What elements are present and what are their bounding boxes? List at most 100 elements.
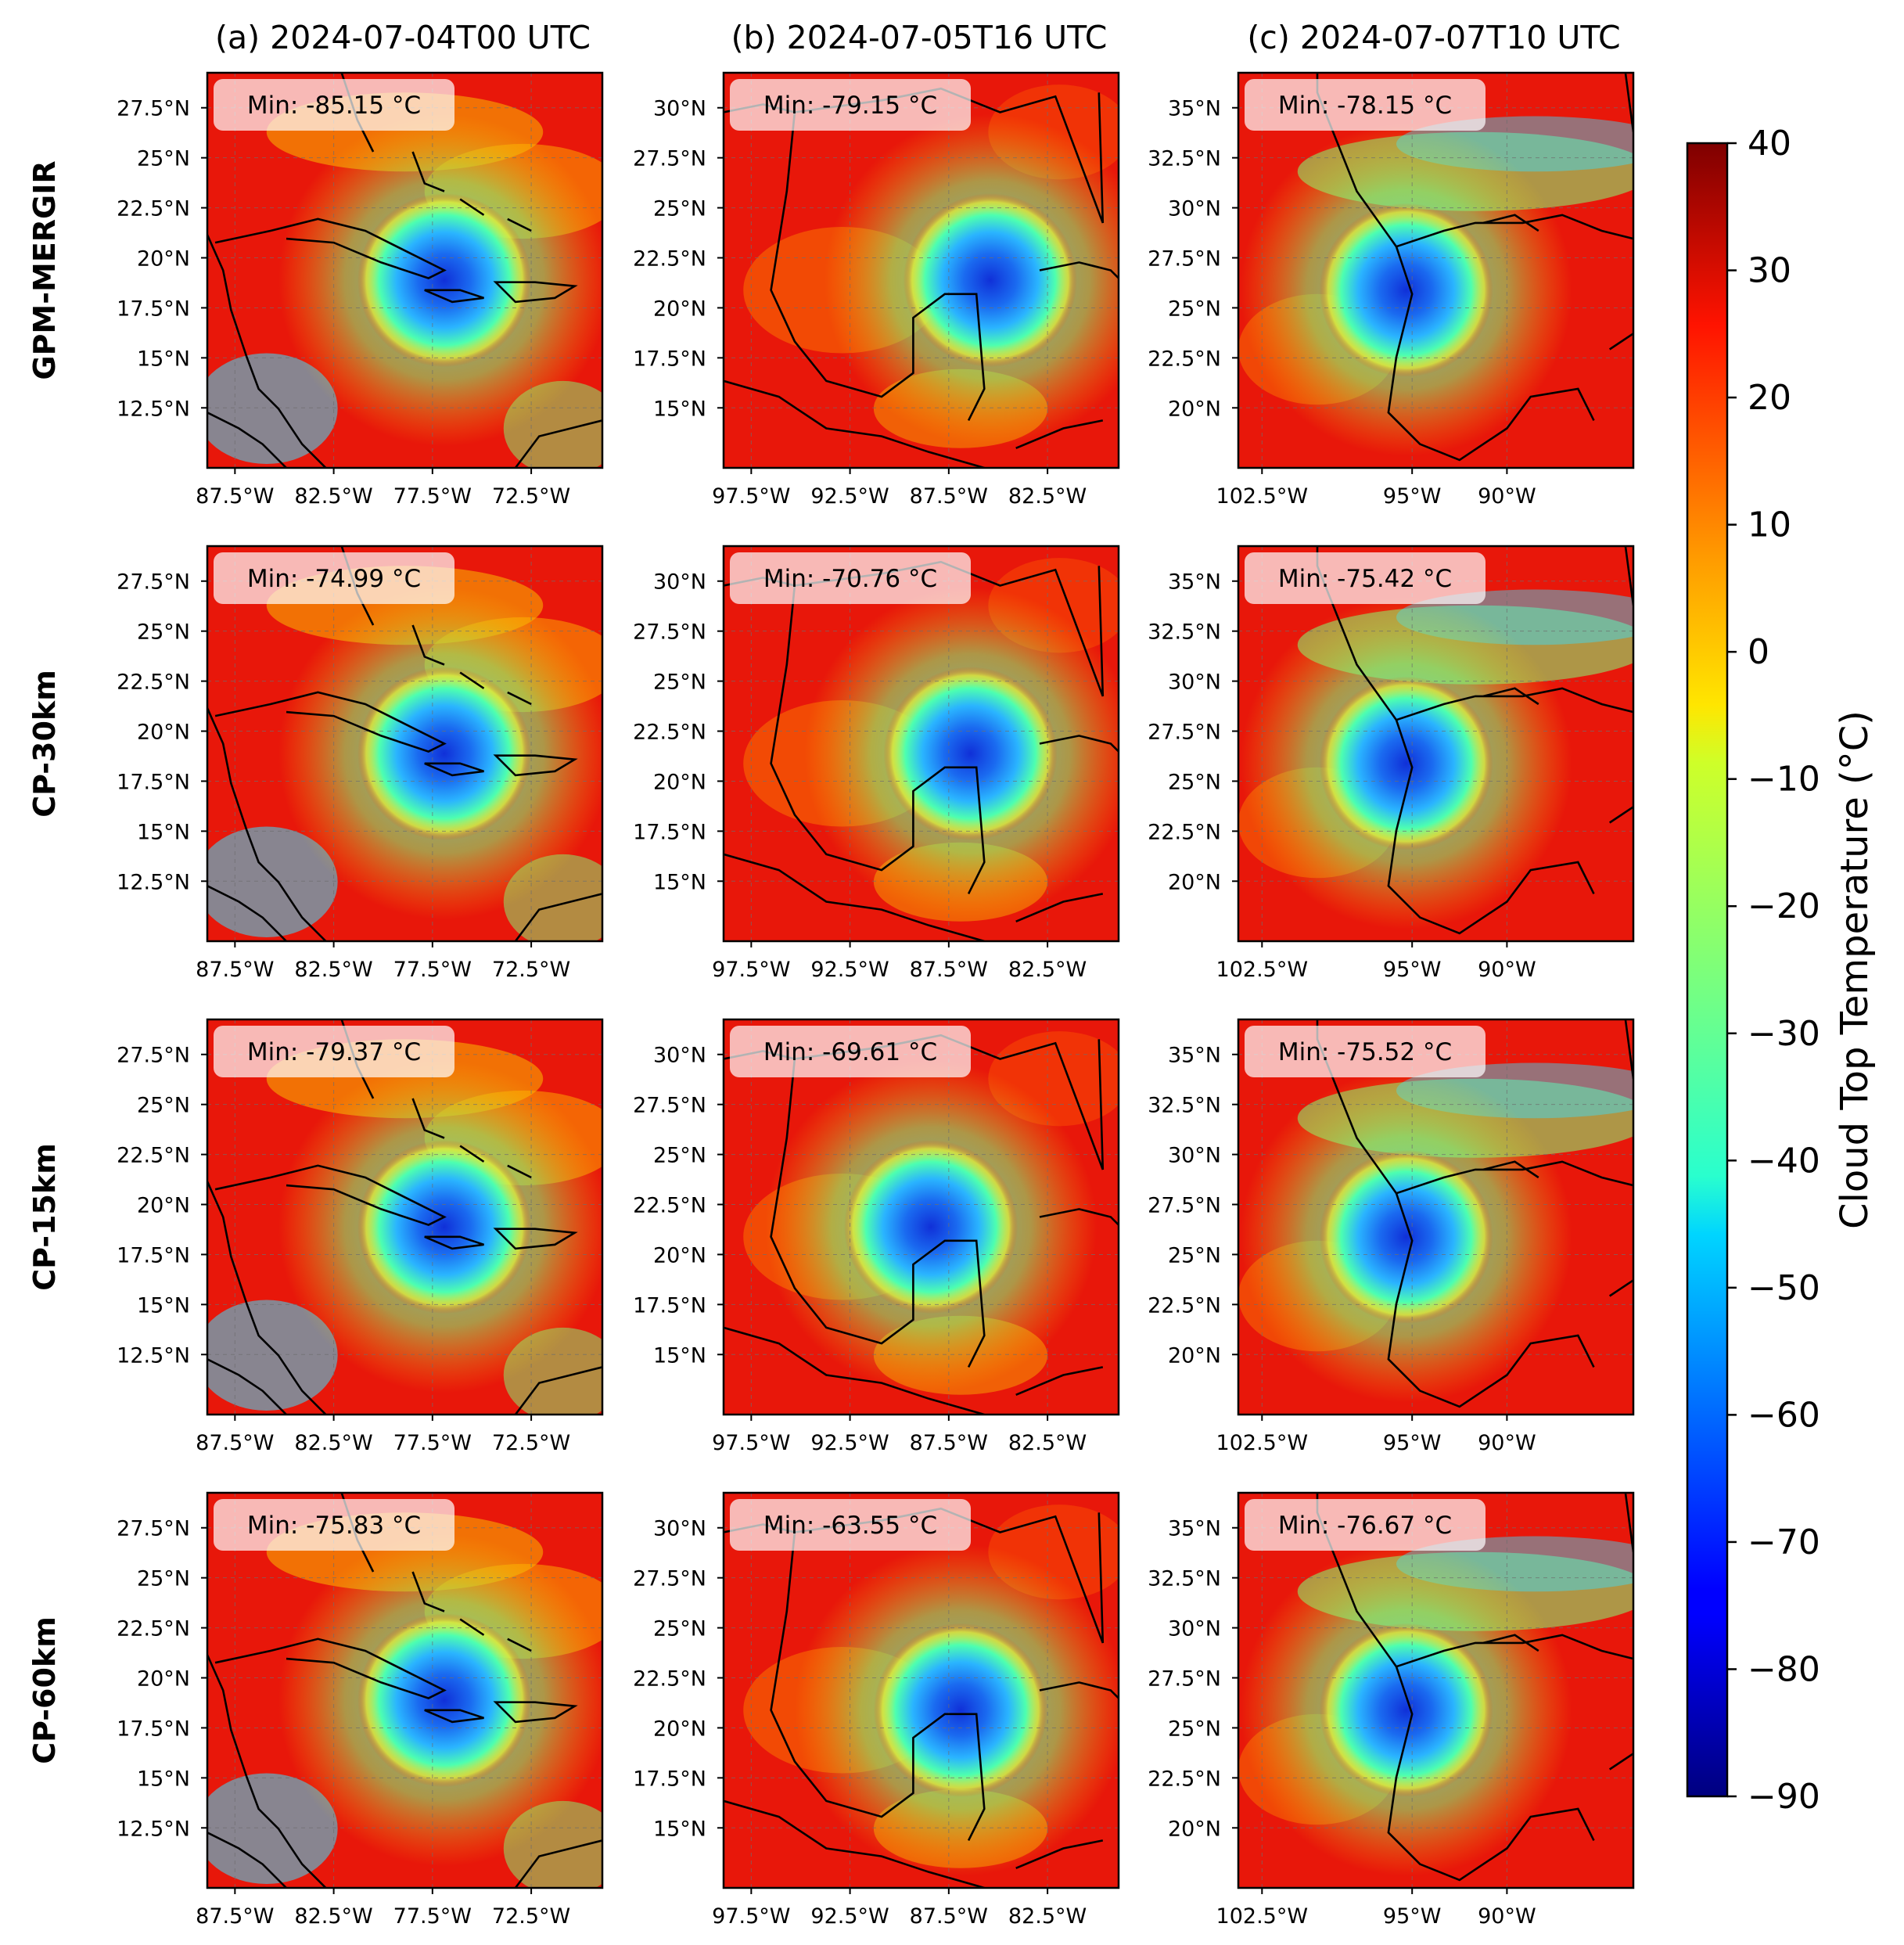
lat-tick-label: 22.5°N [633,247,706,271]
lon-tick-label: 90°W [1478,1431,1536,1455]
min-value: Min: -85.15 °C [247,92,421,120]
lat-tick-label: 17.5°N [117,297,190,321]
panel-frame [722,545,1120,943]
coastline [1396,687,1633,721]
map-panel: Min: -75.42 °C 35°N 32.5°N 30°N 27.5°N 25°N 22… [1148,545,1635,982]
lat-tick-label: 32.5°N [1148,147,1221,171]
min-box [1245,1499,1485,1551]
map-panel: Min: -69.61 °C 30°N 27.5°N 25°N 22.5°N 20°N 17… [633,1018,1120,1455]
lat-tick-label: 17.5°N [633,1293,706,1318]
lat-tick-label: 27.5°N [117,97,190,121]
coastline [1039,261,1119,279]
colorbar-tick-label: −30 [1748,1014,1820,1054]
panel-field [724,1019,1119,1415]
column-title: (b) 2024-07-05T16 UTC [731,19,1108,56]
lat-tick-label: 25°N [137,1094,190,1118]
coastline [724,379,985,468]
coastline [514,419,602,468]
min-value: Min: -79.15 °C [763,92,937,120]
lat-tick-label: 35°N [1168,1517,1221,1541]
lat-tick-label: 27.5°N [1148,1194,1221,1218]
cold-cloud-core [357,667,532,841]
coastline [424,1235,484,1250]
lat-tick-label: 20°N [137,1667,190,1692]
colorbar-tick-label: −60 [1748,1395,1820,1435]
lat-tick-label: 30°N [653,97,706,121]
coastline [411,151,532,232]
min-value: Min: -63.55 °C [763,1512,937,1540]
lon-tick-label: 95°W [1383,1904,1442,1929]
coastline [1039,1681,1119,1699]
lat-tick-label: 20°N [1168,397,1221,421]
lon-tick-label: 82.5°W [1008,484,1087,509]
min-value: Min: -78.15 °C [1278,92,1452,120]
colorbar-label: Cloud Top Temperature (°C) [1833,710,1877,1229]
cold-cloud-core [357,1613,532,1788]
lat-tick-label: 30°N [653,1044,706,1068]
lon-tick-label: 87.5°W [196,1904,274,1929]
lat-tick-label: 32.5°N [1148,620,1221,645]
coastline [1015,1839,1104,1869]
min-value: Min: -74.99 °C [247,565,421,593]
min-box [214,1499,454,1551]
map-panel: Min: -75.52 °C 35°N 32.5°N 30°N 27.5°N 25°N 22… [1148,1018,1635,1455]
colorbar-tick-label: 10 [1748,505,1791,545]
lat-tick-label: 17.5°N [117,1717,190,1741]
lat-tick-label: 30°N [653,570,706,595]
map-panel: Min: -78.15 °C 35°N 32.5°N 30°N 27.5°N 25°N 22… [1148,71,1635,509]
lon-tick-label: 87.5°W [910,484,988,509]
lat-tick-label: 27.5°N [633,620,706,645]
lat-tick-label: 15°N [137,347,190,371]
lon-tick-label: 72.5°W [492,1431,570,1455]
lat-tick-label: 25°N [653,1144,706,1168]
lat-tick-label: 35°N [1168,97,1221,121]
cold-cloud-core [883,667,1058,841]
coastline [214,1638,447,1700]
lat-tick-label: 22.5°N [117,671,190,695]
coastline [424,1709,484,1724]
lon-tick-label: 97.5°W [712,1904,790,1929]
lat-tick-label: 12.5°N [117,397,190,421]
lat-tick-label: 35°N [1168,1044,1221,1068]
lon-tick-label: 97.5°W [712,1431,790,1455]
lon-tick-label: 87.5°W [910,1431,988,1455]
lon-tick-label: 97.5°W [712,484,790,509]
coastline [207,412,287,468]
lat-tick-label: 17.5°N [633,820,706,844]
lat-tick-label: 27.5°N [117,570,190,595]
panel-field [1238,1493,1633,1888]
lon-tick-label: 92.5°W [810,958,889,982]
coastline [207,885,287,941]
lat-tick-label: 25°N [137,620,190,645]
coastline [1624,1493,1633,1552]
lon-tick-label: 87.5°W [196,1431,274,1455]
lat-tick-label: 32.5°N [1148,1567,1221,1591]
cold-cloud-core [357,193,532,368]
lat-tick-label: 25°N [653,1617,706,1641]
lon-tick-label: 92.5°W [810,1904,889,1929]
lon-tick-label: 87.5°W [910,958,988,982]
lat-tick-label: 22.5°N [1148,820,1221,844]
panel-frame [722,71,1120,469]
coastline [514,1839,602,1888]
lon-tick-label: 72.5°W [492,1904,570,1929]
coastline [724,1326,985,1415]
min-box [730,79,971,131]
panel-frame [1237,1491,1635,1889]
lat-tick-label: 15°N [653,1817,706,1841]
lat-tick-label: 27.5°N [1148,247,1221,271]
panel-field [724,1493,1119,1888]
coastline [1316,73,1595,462]
coastline [1039,735,1119,753]
map-panel: Min: -74.99 °C 27.5°N 25°N 22.5°N 20°N 17.5°N… [117,545,604,982]
min-value: Min: -79.37 °C [247,1038,421,1066]
cloud-band [207,1300,338,1411]
panel-field [207,73,602,468]
lat-tick-label: 27.5°N [117,1517,190,1541]
lat-tick-label: 15°N [653,1343,706,1368]
coastline [1624,1019,1633,1079]
lon-tick-label: 82.5°W [294,1904,372,1929]
coastline [1015,1366,1104,1396]
lat-tick-label: 22.5°N [1148,1293,1221,1318]
lat-tick-label: 25°N [137,1567,190,1591]
